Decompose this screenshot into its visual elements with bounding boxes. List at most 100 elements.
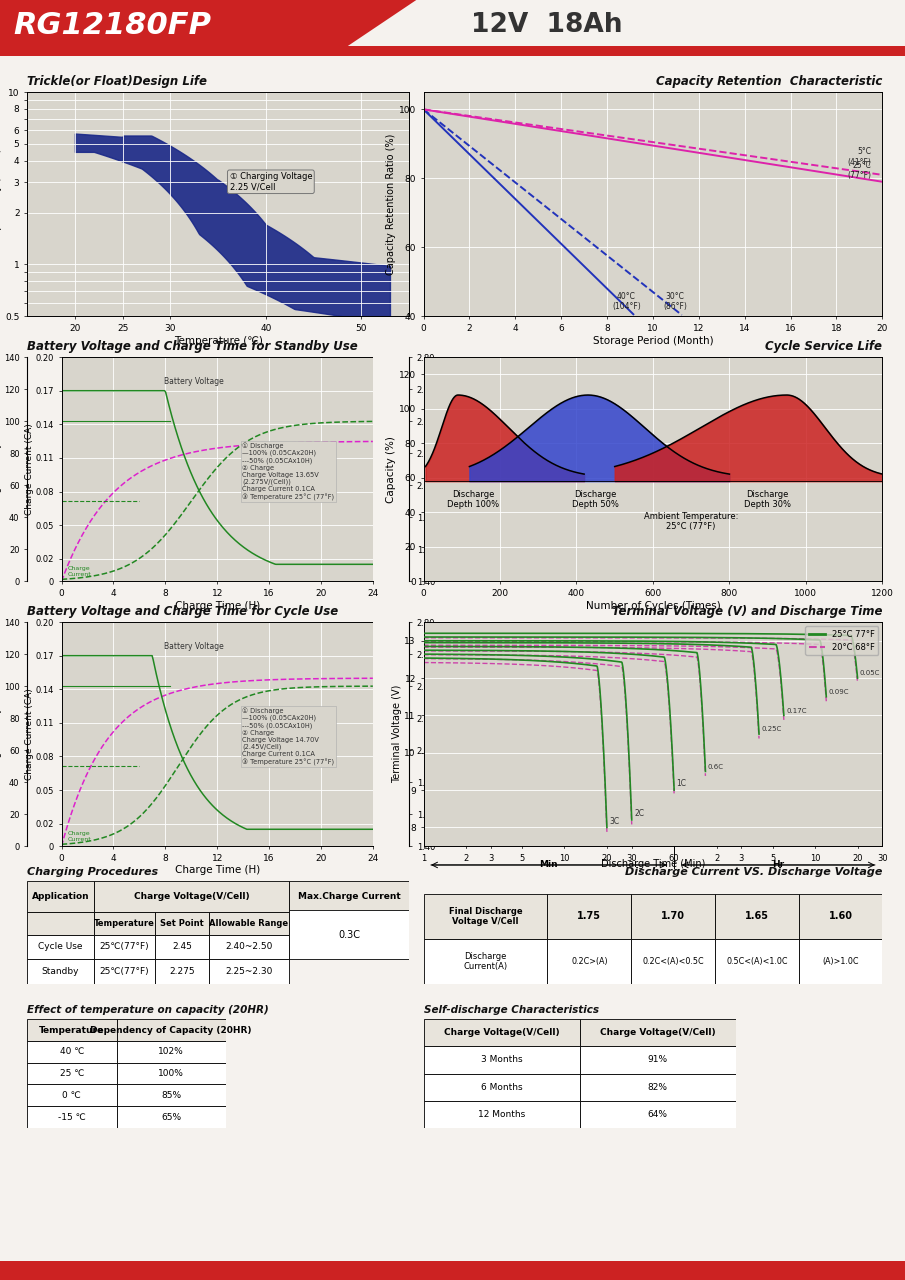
Bar [208,913,289,934]
Text: Battery Voltage and Charge Time for Cycle Use: Battery Voltage and Charge Time for Cycl… [27,605,338,618]
Bar [632,893,715,938]
Text: 40 ℃: 40 ℃ [60,1047,84,1056]
Text: Temperature: Temperature [94,919,155,928]
Bar [424,1046,579,1074]
Bar [27,1084,117,1106]
Text: 1.75: 1.75 [577,911,602,922]
Text: Max.Charge Current: Max.Charge Current [298,892,400,901]
Bar [424,1019,579,1046]
Text: 3: 3 [738,854,744,863]
Text: 3C: 3C [609,817,619,826]
Bar [155,934,208,959]
Text: 10: 10 [810,854,820,863]
Y-axis label: Charge Current (CA): Charge Current (CA) [25,424,34,515]
Text: Final Discharge
Voltage V/Cell: Final Discharge Voltage V/Cell [449,906,522,925]
Bar [27,882,94,913]
X-axis label: Number of Cycles (Times): Number of Cycles (Times) [586,600,720,611]
Text: 3 Months: 3 Months [481,1056,522,1065]
Text: 25℃(77°F): 25℃(77°F) [100,942,149,951]
Bar [117,1019,225,1041]
Bar [289,882,409,913]
Bar [117,1106,225,1128]
Bar [548,938,632,984]
Text: Charge Voltage(V/Cell): Charge Voltage(V/Cell) [600,1028,715,1037]
Text: Cycle Service Life: Cycle Service Life [766,340,882,353]
Text: 5: 5 [519,854,525,863]
Text: Discharge
Current(A): Discharge Current(A) [463,951,508,972]
Text: Effect of temperature on capacity (20HR): Effect of temperature on capacity (20HR) [27,1005,269,1015]
Text: 2.25~2.30: 2.25~2.30 [225,966,272,977]
Text: 25°C
(77°F): 25°C (77°F) [847,161,871,180]
Text: 64%: 64% [648,1110,668,1119]
Text: Discharge Current VS. Discharge Voltage: Discharge Current VS. Discharge Voltage [625,867,882,877]
Bar [27,959,94,984]
Text: 2.275: 2.275 [169,966,195,977]
Text: 20: 20 [853,854,862,863]
Y-axis label: Capacity (%): Capacity (%) [386,435,395,503]
Text: 6 Months: 6 Months [481,1083,522,1092]
Text: 1.60: 1.60 [829,911,853,922]
Text: Discharge
Depth 50%: Discharge Depth 50% [572,490,619,509]
Text: 40°C
(104°F): 40°C (104°F) [612,292,641,311]
Text: 20: 20 [602,854,612,863]
Bar [94,882,289,913]
Bar [424,1101,579,1128]
Text: 0.09C: 0.09C [829,689,849,695]
Y-axis label: Terminal Voltage (V): Terminal Voltage (V) [392,685,402,783]
Text: 0 ℃: 0 ℃ [62,1091,81,1100]
Polygon shape [344,0,905,49]
Text: 0.2C<(A)<0.5C: 0.2C<(A)<0.5C [643,956,704,966]
Bar [632,938,715,984]
Text: 82%: 82% [648,1083,668,1092]
Bar [579,1046,736,1074]
Text: Charging Procedures: Charging Procedures [27,867,158,877]
Bar [94,934,155,959]
Text: 2: 2 [463,854,469,863]
Bar [27,934,94,959]
Text: Allowable Range: Allowable Range [209,919,288,928]
Bar [155,913,208,934]
Text: 91%: 91% [647,1056,668,1065]
Y-axis label: Lift Expectancy (Years): Lift Expectancy (Years) [0,148,3,260]
Text: 0.5C<(A)<1.0C: 0.5C<(A)<1.0C [727,956,788,966]
Bar [799,893,882,938]
Text: Capacity Retention  Characteristic: Capacity Retention Characteristic [656,76,882,88]
Text: 25 ℃: 25 ℃ [60,1069,84,1078]
Bar [117,1062,225,1084]
Text: 2C: 2C [634,809,644,818]
Text: RG12180FP: RG12180FP [14,10,212,40]
Text: Ambient Temperature:
25°C (77°F): Ambient Temperature: 25°C (77°F) [644,512,738,531]
Y-axis label: Battery Voltage (V)/Per Cell: Battery Voltage (V)/Per Cell [429,411,438,527]
Text: 0.6C: 0.6C [708,764,724,769]
Text: 1C: 1C [676,780,687,788]
Text: 1.65: 1.65 [746,911,769,922]
Text: Application: Application [32,892,90,901]
Text: Charge Voltage(V/Cell): Charge Voltage(V/Cell) [134,892,249,901]
Text: Charge Voltage(V/Cell): Charge Voltage(V/Cell) [443,1028,559,1037]
Text: 0.25C: 0.25C [761,726,782,732]
Bar [579,1074,736,1101]
Bar [27,913,94,934]
Text: 0.2C>(A): 0.2C>(A) [571,956,607,966]
Bar [715,938,799,984]
Bar [208,959,289,984]
Bar [94,959,155,984]
Bar [289,913,409,934]
Text: -15 ℃: -15 ℃ [58,1112,86,1121]
Text: 0.05C: 0.05C [860,671,881,676]
Bar [27,1041,117,1062]
Text: Trickle(or Float)Design Life: Trickle(or Float)Design Life [27,76,207,88]
Text: Dependency of Capacity (20HR): Dependency of Capacity (20HR) [90,1025,252,1034]
Bar [715,893,799,938]
Bar [424,938,548,984]
Bar [27,1062,117,1084]
Bar [94,913,155,934]
Text: Self-discharge Characteristics: Self-discharge Characteristics [424,1005,598,1015]
Text: 12V  18Ah: 12V 18Ah [471,13,622,38]
Text: 1: 1 [421,854,426,863]
Bar [208,934,289,959]
Text: 2.40~2.50: 2.40~2.50 [225,942,272,951]
Text: 30°C
(86°F): 30°C (86°F) [663,292,687,311]
Text: Set Point: Set Point [160,919,204,928]
Text: Battery Voltage: Battery Voltage [165,378,224,387]
